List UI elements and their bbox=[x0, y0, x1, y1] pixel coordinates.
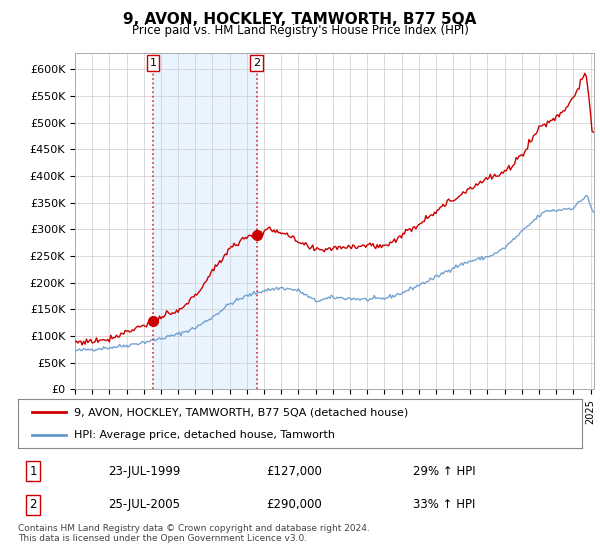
Text: HPI: Average price, detached house, Tamworth: HPI: Average price, detached house, Tamw… bbox=[74, 430, 335, 440]
Text: 2: 2 bbox=[29, 498, 37, 511]
Text: 23-JUL-1999: 23-JUL-1999 bbox=[108, 465, 181, 478]
Text: 29% ↑ HPI: 29% ↑ HPI bbox=[413, 465, 475, 478]
Text: 2: 2 bbox=[253, 58, 260, 68]
Text: 9, AVON, HOCKLEY, TAMWORTH, B77 5QA: 9, AVON, HOCKLEY, TAMWORTH, B77 5QA bbox=[124, 12, 476, 27]
Text: 33% ↑ HPI: 33% ↑ HPI bbox=[413, 498, 475, 511]
Bar bbox=[153, 53, 257, 389]
Text: 25-JUL-2005: 25-JUL-2005 bbox=[108, 498, 180, 511]
Text: £127,000: £127,000 bbox=[266, 465, 322, 478]
Text: Contains HM Land Registry data © Crown copyright and database right 2024.
This d: Contains HM Land Registry data © Crown c… bbox=[18, 524, 370, 543]
Text: 1: 1 bbox=[149, 58, 157, 68]
Text: 9, AVON, HOCKLEY, TAMWORTH, B77 5QA (detached house): 9, AVON, HOCKLEY, TAMWORTH, B77 5QA (det… bbox=[74, 407, 409, 417]
Text: Price paid vs. HM Land Registry's House Price Index (HPI): Price paid vs. HM Land Registry's House … bbox=[131, 24, 469, 37]
Text: 1: 1 bbox=[29, 465, 37, 478]
Text: £290,000: £290,000 bbox=[266, 498, 322, 511]
